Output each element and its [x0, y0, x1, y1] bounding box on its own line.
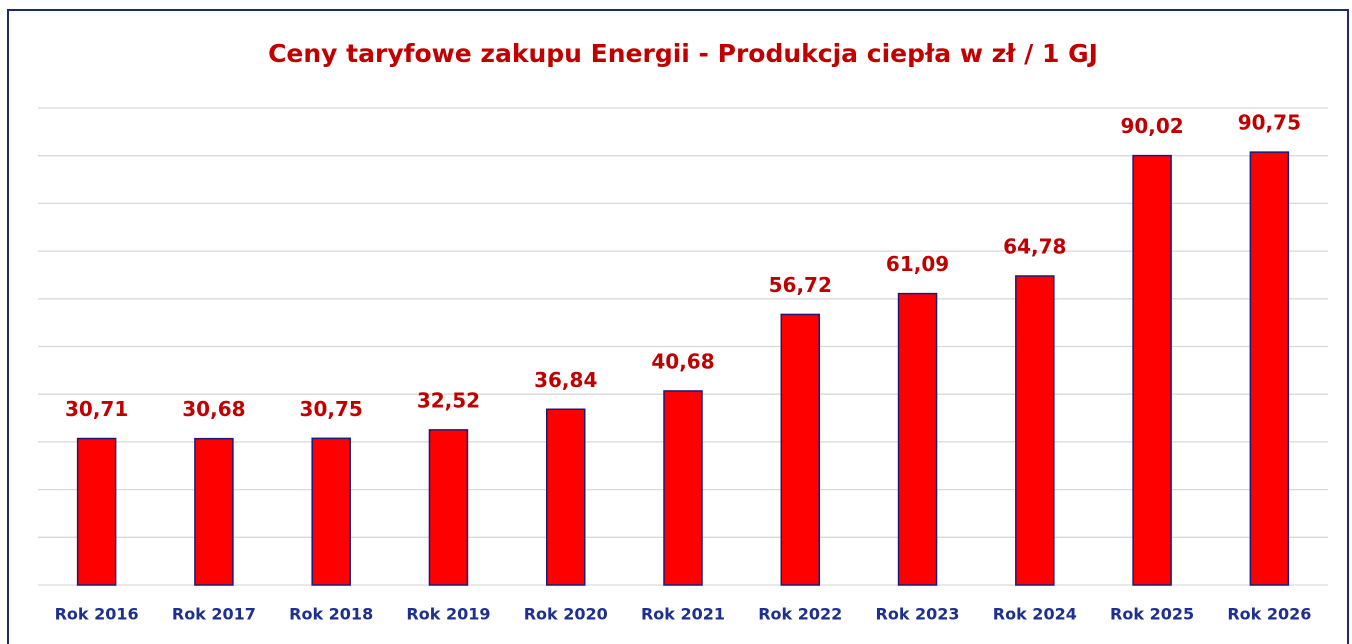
data-label: 61,09	[886, 252, 949, 276]
bar	[76, 437, 117, 586]
bar	[194, 437, 234, 586]
bar	[311, 437, 351, 586]
data-label: 30,68	[182, 397, 245, 421]
x-tick-label: Rok 2019	[406, 605, 490, 624]
x-tick-label: Rok 2024	[993, 605, 1077, 624]
bar	[663, 390, 703, 586]
x-tick-label: Rok 2023	[876, 605, 960, 624]
bar	[897, 292, 938, 586]
x-tick-label: Rok 2016	[55, 605, 139, 624]
x-tick-label: Rok 2020	[524, 605, 608, 624]
data-label: 40,68	[651, 349, 714, 373]
bar	[1015, 275, 1055, 586]
chart-title: Ceny taryfowe zakupu Energii - Produkcja…	[268, 39, 1098, 68]
data-label: 90,75	[1238, 111, 1301, 135]
bar	[545, 408, 586, 586]
x-tick-label: Rok 2017	[172, 605, 256, 624]
data-label: 90,02	[1120, 114, 1183, 138]
bar	[1132, 154, 1172, 586]
bar	[428, 429, 469, 586]
data-label: 36,84	[534, 368, 597, 392]
data-label: 32,52	[417, 388, 480, 412]
data-label: 30,71	[65, 397, 128, 421]
x-tick-label: Rok 2021	[641, 605, 725, 624]
data-label: 64,78	[1003, 234, 1066, 258]
bar	[1249, 151, 1290, 586]
x-tick-label: Rok 2022	[758, 605, 842, 624]
data-label: 56,72	[769, 273, 832, 297]
x-tick-label: Rok 2026	[1227, 605, 1311, 624]
x-tick-label: Rok 2025	[1110, 605, 1194, 624]
data-label: 30,75	[300, 397, 363, 421]
bar	[780, 313, 821, 586]
x-tick-label: Rok 2018	[289, 605, 373, 624]
